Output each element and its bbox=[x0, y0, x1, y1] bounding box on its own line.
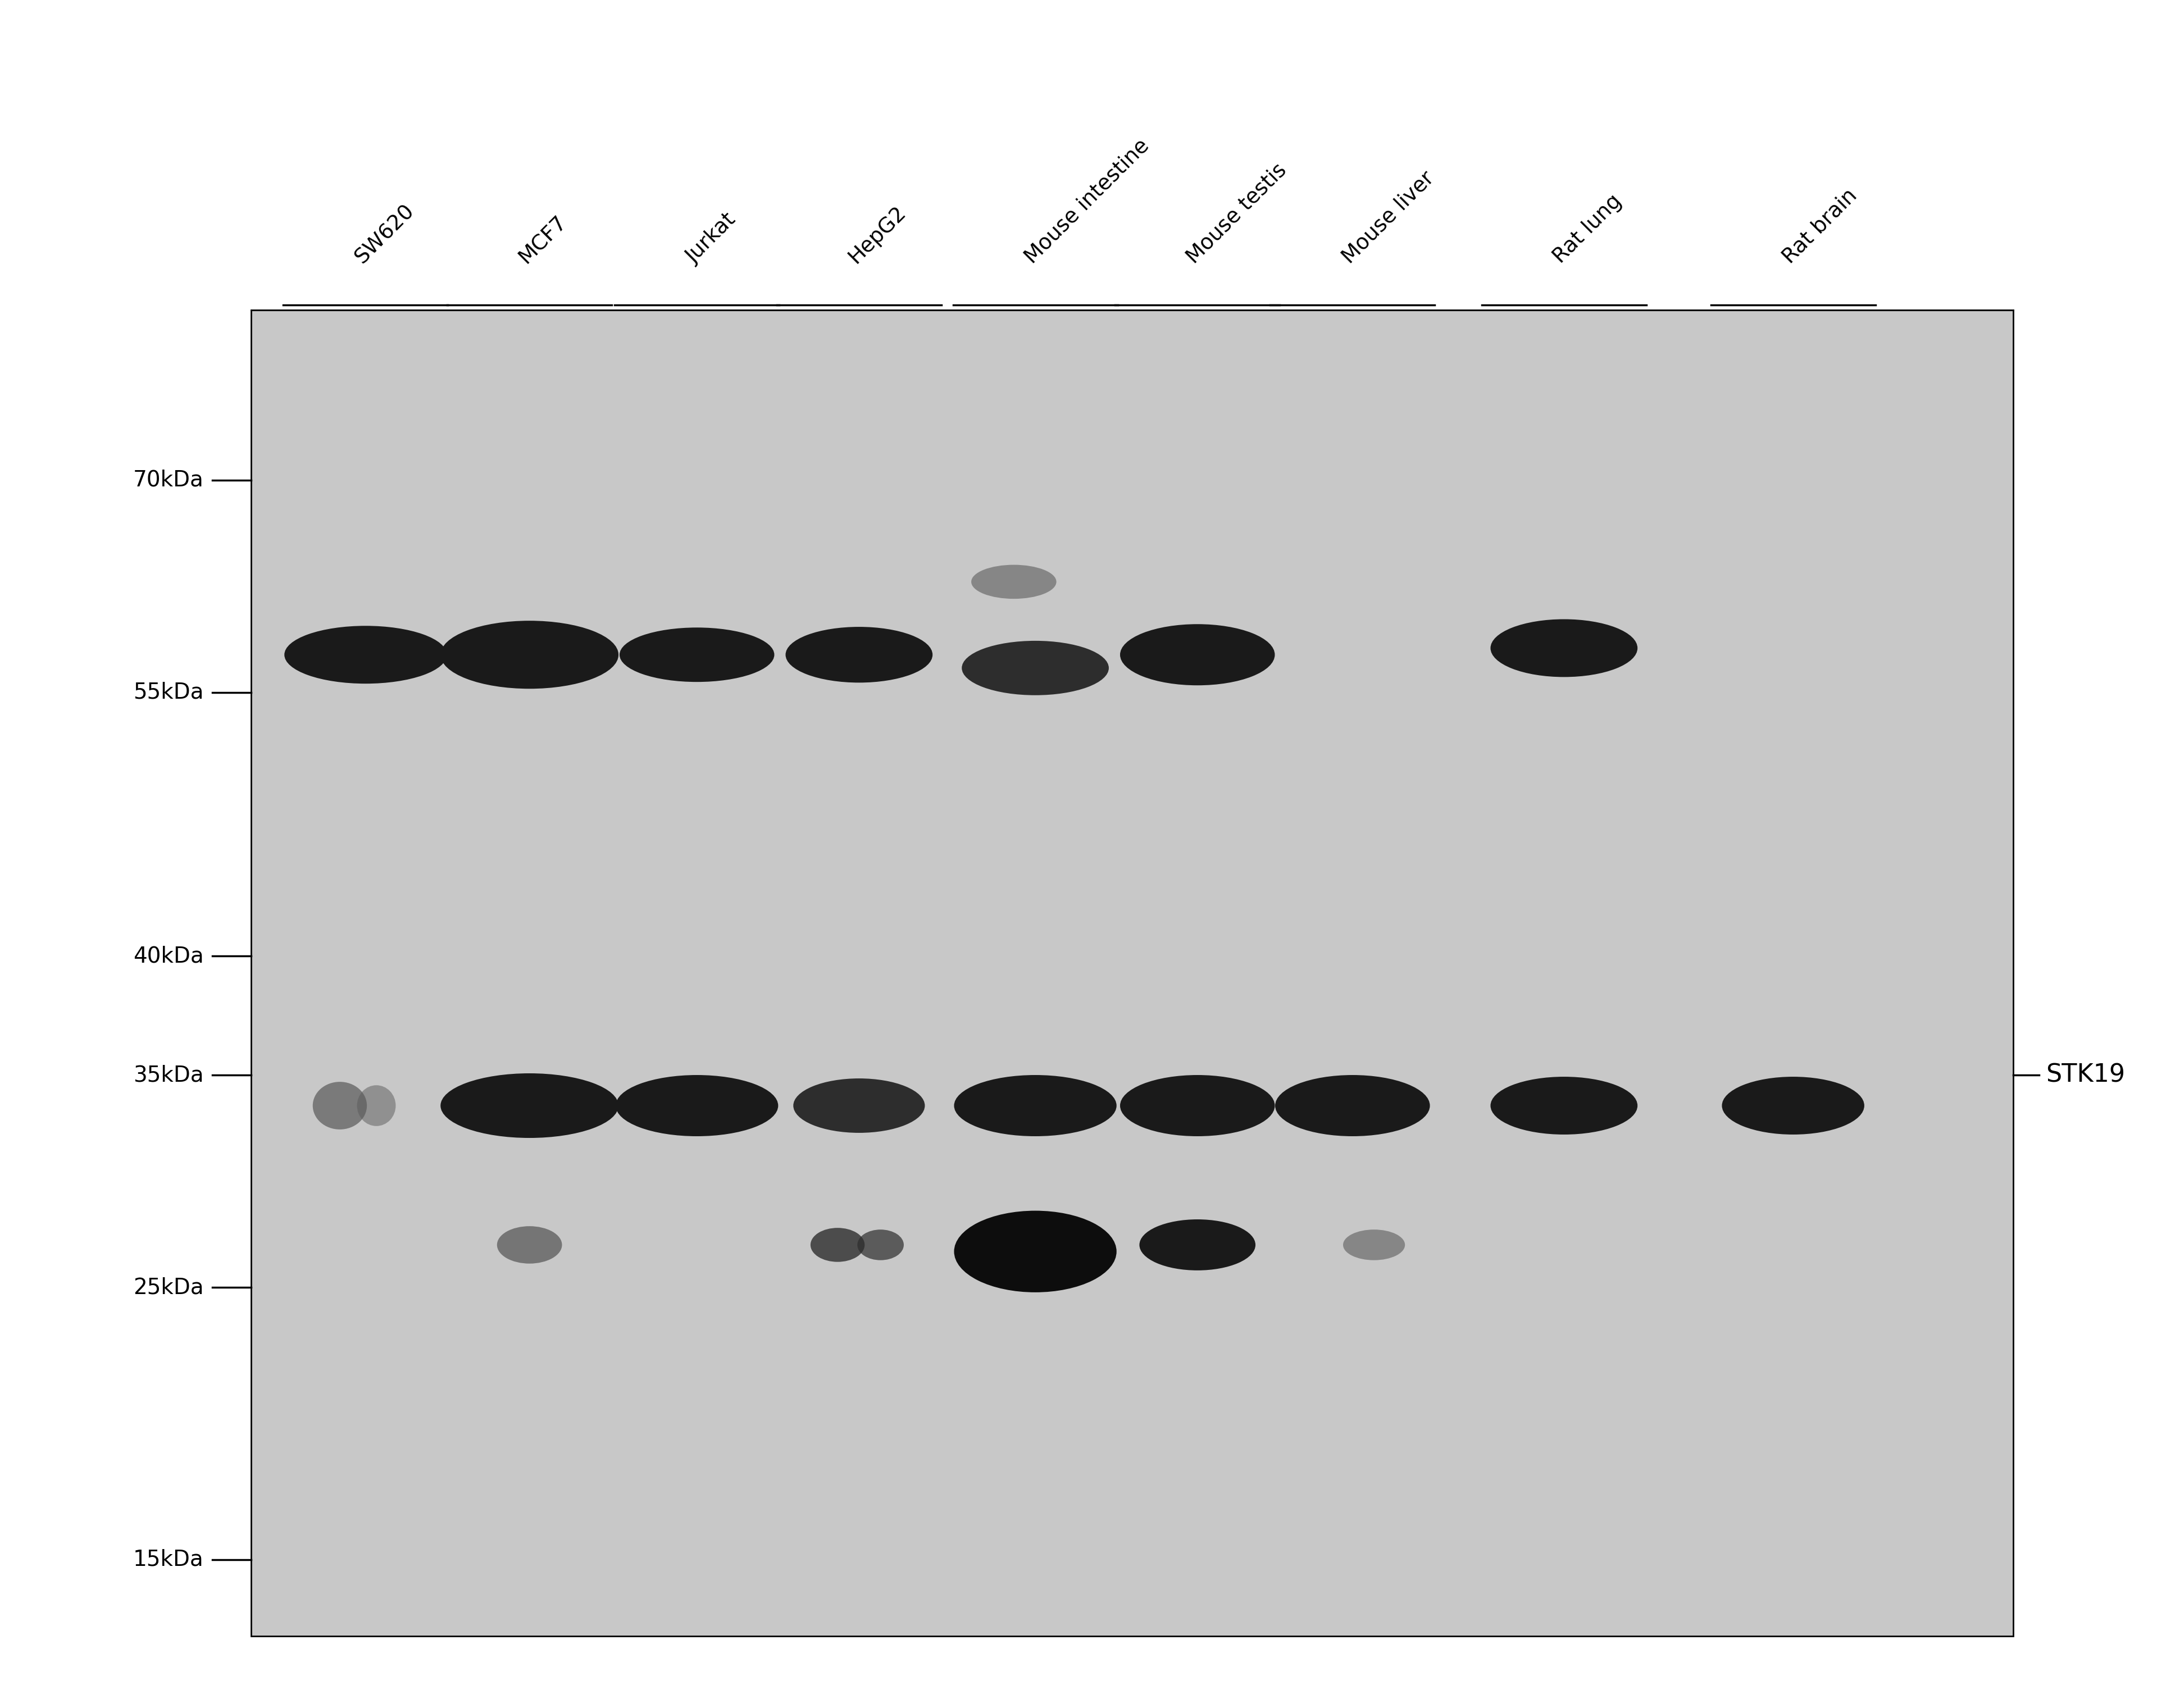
Ellipse shape bbox=[953, 1074, 1117, 1136]
Ellipse shape bbox=[794, 1078, 925, 1132]
Ellipse shape bbox=[313, 1081, 367, 1129]
Text: 35kDa: 35kDa bbox=[134, 1064, 203, 1086]
Ellipse shape bbox=[615, 1074, 779, 1136]
Ellipse shape bbox=[785, 627, 932, 683]
Text: 25kDa: 25kDa bbox=[134, 1278, 203, 1298]
Ellipse shape bbox=[1275, 1074, 1430, 1136]
Text: STK19: STK19 bbox=[2045, 1062, 2125, 1086]
FancyBboxPatch shape bbox=[250, 309, 2012, 1636]
Ellipse shape bbox=[358, 1085, 395, 1126]
Ellipse shape bbox=[1721, 1076, 1864, 1134]
Ellipse shape bbox=[953, 1211, 1117, 1293]
Text: Mouse testis: Mouse testis bbox=[1184, 161, 1290, 268]
Text: Rat brain: Rat brain bbox=[1780, 184, 1861, 268]
Text: MCF7: MCF7 bbox=[516, 212, 572, 268]
Ellipse shape bbox=[440, 620, 619, 688]
Text: Jurkat: Jurkat bbox=[682, 210, 740, 268]
Text: HepG2: HepG2 bbox=[846, 202, 910, 268]
Ellipse shape bbox=[1119, 1074, 1275, 1136]
Text: Mouse intestine: Mouse intestine bbox=[1020, 135, 1154, 268]
Ellipse shape bbox=[619, 627, 774, 681]
Ellipse shape bbox=[1139, 1220, 1255, 1271]
Ellipse shape bbox=[440, 1073, 619, 1138]
Ellipse shape bbox=[1119, 623, 1275, 685]
Ellipse shape bbox=[856, 1230, 904, 1261]
Ellipse shape bbox=[1344, 1230, 1404, 1261]
Ellipse shape bbox=[496, 1226, 563, 1264]
Ellipse shape bbox=[811, 1228, 865, 1262]
Ellipse shape bbox=[1490, 1076, 1637, 1134]
Ellipse shape bbox=[285, 625, 446, 683]
Text: 15kDa: 15kDa bbox=[134, 1549, 203, 1570]
Text: 70kDa: 70kDa bbox=[134, 470, 203, 490]
Ellipse shape bbox=[971, 565, 1057, 600]
Ellipse shape bbox=[1490, 620, 1637, 676]
Text: 40kDa: 40kDa bbox=[134, 945, 203, 967]
Text: Mouse liver: Mouse liver bbox=[1337, 167, 1439, 268]
Text: SW620: SW620 bbox=[352, 200, 418, 268]
Text: Rat lung: Rat lung bbox=[1549, 191, 1626, 268]
Text: 55kDa: 55kDa bbox=[134, 681, 203, 704]
Ellipse shape bbox=[962, 640, 1109, 695]
